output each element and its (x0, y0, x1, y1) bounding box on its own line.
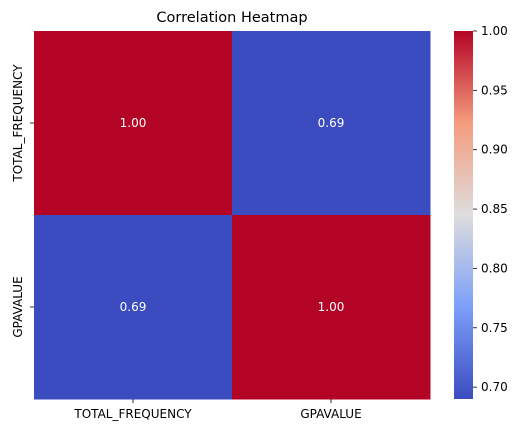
colorbar-tick-label: 0.95 (481, 83, 508, 97)
cell-value-label: 1.00 (120, 116, 147, 130)
colorbar: 0.70 0.75 0.80 0.85 0.90 0.95 1.00 (454, 24, 508, 399)
heatmap-cell-r1-c1 (232, 215, 431, 400)
x-tick-label: GPAVALUE (300, 407, 361, 421)
x-tick-label: TOTAL_FREQUENCY (73, 407, 192, 421)
heatmap-cell-r0-c0 (34, 31, 233, 216)
colorbar-tick-label: 0.80 (481, 261, 508, 275)
colorbar-tick-label: 0.70 (481, 380, 508, 394)
colorbar-tick-label: 0.75 (481, 321, 508, 335)
heatmap-cell-r1-c0 (34, 215, 233, 400)
colorbar-gradient (454, 31, 473, 399)
y-axis: TOTAL_FREQUENCY GPAVALUE (11, 64, 34, 338)
colorbar-tick-label: 0.85 (481, 202, 508, 216)
y-tick-label: GPAVALUE (11, 276, 25, 337)
x-axis: TOTAL_FREQUENCY GPAVALUE (73, 399, 362, 421)
cell-value-label: 0.69 (120, 300, 147, 314)
cell-value-label: 0.69 (318, 116, 345, 130)
colorbar-tick-label: 1.00 (481, 24, 508, 38)
y-tick-label: TOTAL_FREQUENCY (11, 64, 25, 183)
cell-value-label: 1.00 (318, 300, 345, 314)
chart-title: Correlation Heatmap (156, 10, 307, 26)
heatmap-cell-r0-c1 (232, 31, 431, 216)
heatmap-cells: 1.00 0.69 0.69 1.00 (34, 31, 431, 400)
colorbar-tick-label: 0.90 (481, 143, 508, 157)
